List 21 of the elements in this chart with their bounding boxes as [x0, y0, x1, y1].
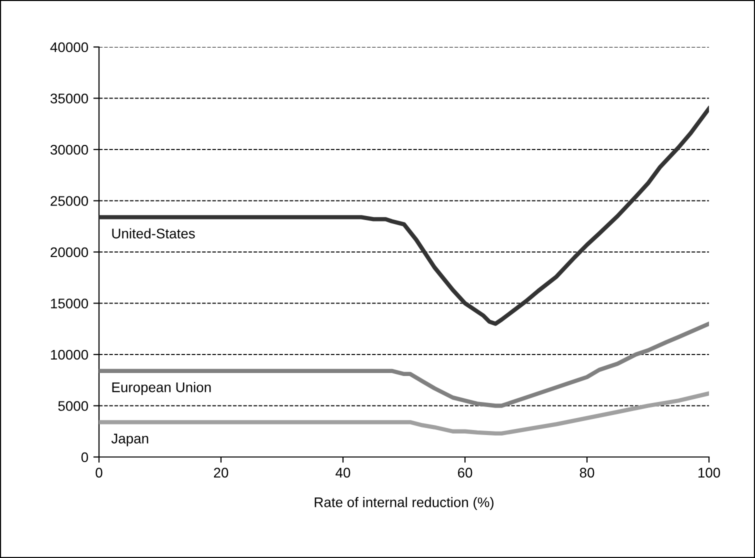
x-axis-title: Rate of internal reduction (%) — [314, 497, 494, 510]
y-tick-label: 0 — [81, 452, 88, 462]
series-label: European Union — [112, 382, 211, 395]
y-tick-label: 30000 — [50, 144, 88, 155]
series-label: Japan — [111, 434, 148, 446]
y-tick-label: 35000 — [50, 94, 88, 104]
x-tick-label: 80 — [580, 468, 594, 478]
y-tick-label: 10000 — [51, 350, 88, 360]
y-tick-label: 25000 — [50, 196, 88, 206]
x-tick-label: 40 — [336, 468, 350, 478]
series-label: United-States — [112, 228, 195, 238]
x-tick-label: 60 — [458, 468, 472, 478]
y-tick-label: 40000 — [50, 42, 88, 52]
line-series — [99, 322, 709, 408]
line-series — [99, 106, 709, 326]
x-tick-label: 100 — [698, 468, 720, 478]
x-tick-label: 20 — [214, 468, 228, 478]
x-tick-label: 0 — [96, 468, 102, 478]
y-tick-label: 20000 — [50, 247, 88, 258]
y-tick-label: 15000 — [51, 298, 88, 308]
y-tick-label: 5000 — [58, 401, 88, 411]
